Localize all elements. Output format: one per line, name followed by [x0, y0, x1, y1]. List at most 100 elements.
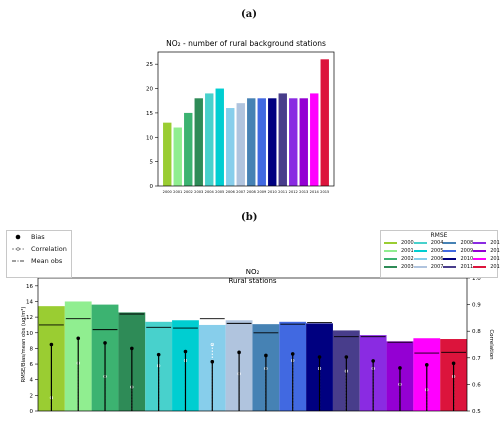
station-count-bar — [320, 59, 329, 186]
y-tick-label: 0 — [30, 409, 34, 415]
x-tick-label: 2006 — [226, 190, 236, 194]
station-count-bar — [194, 98, 203, 186]
rmse-legend-label: 2003 — [401, 264, 414, 270]
rmse-legend-label: 2005 — [430, 248, 444, 254]
open-circle-glyph — [16, 247, 20, 251]
y-tick-label: 10 — [146, 135, 153, 141]
legend-entry-mean-obs: Mean obs — [7, 255, 71, 267]
y-tick-label: 10 — [26, 331, 33, 337]
rmse-legend-entry: 2006 — [413, 255, 443, 263]
y-tick-label: 25 — [146, 62, 153, 68]
panel-label-a: (a) — [241, 9, 257, 20]
legend-label: Bias — [31, 233, 45, 241]
x-tick-label: 2008 — [247, 190, 257, 194]
rmse-legend-label: 2010 — [460, 256, 474, 262]
color-swatch — [443, 266, 457, 268]
station-count-bar — [289, 98, 298, 186]
x-tick-label: 2009 — [257, 190, 267, 194]
rmse-legend-entry: 2015 — [473, 263, 500, 271]
color-swatch — [443, 242, 457, 244]
x-tick-label: 2011 — [278, 190, 287, 194]
y-tick-label: 14 — [26, 299, 33, 305]
y2-tick-label: 0.8 — [472, 329, 481, 335]
rmse-legend-entry: 2004 — [413, 239, 443, 247]
rmse-legend-label: 2014 — [490, 256, 500, 262]
rmse-legend-entry: 2012 — [473, 239, 500, 247]
rmse-legend-label: 2001 — [401, 248, 414, 254]
y-tick-label: 8 — [30, 346, 34, 352]
y2-tick-label: 1.0 — [472, 276, 481, 282]
bias-marker — [290, 352, 295, 356]
dot-marker-icon — [15, 234, 21, 240]
rmse-legend-label: 2015 — [490, 264, 500, 270]
color-swatch — [473, 242, 487, 244]
color-swatch — [443, 250, 457, 252]
bias-marker — [317, 355, 322, 359]
correlation-marker — [210, 342, 214, 347]
rmse-legend-entry: 2014 — [473, 255, 500, 263]
station-count-bar — [184, 112, 193, 186]
station-count-bar — [299, 98, 308, 186]
bias-marker — [371, 359, 375, 363]
bias-marker — [156, 352, 161, 357]
station-count-bar — [268, 98, 277, 186]
bias-marker — [183, 349, 188, 354]
chart-b-subtitle: Rural stations — [228, 277, 276, 285]
y-tick-label: 15 — [146, 111, 153, 117]
y2-tick-label: 0.9 — [472, 303, 481, 309]
rmse-legend-label: 2012 — [490, 240, 500, 246]
x-tick-label: 2004 — [205, 190, 215, 194]
rmse-legend-title: RMSE — [430, 232, 448, 239]
y-tick-label: 2 — [30, 393, 34, 399]
rmse-legend-entry: 2003 — [384, 263, 414, 271]
station-count-bar — [173, 127, 182, 186]
x-tick-label: 2001 — [173, 190, 182, 194]
color-swatch — [473, 266, 487, 268]
x-tick-label: 2007 — [236, 190, 245, 194]
rmse-legend-label: 2000 — [401, 240, 414, 246]
stations-bar-chart: NO₂ - number of rural background station… — [146, 39, 335, 194]
markers-legend: Bias Correlation Mean obs — [6, 230, 72, 278]
station-count-bar — [205, 93, 214, 186]
rmse-legend-entry: 2007 — [413, 263, 444, 271]
station-count-bar — [163, 122, 172, 186]
dot-glyph — [15, 234, 21, 240]
rmse-legend-entry: 2013 — [473, 247, 500, 255]
station-count-bar — [215, 88, 224, 186]
x-tick-label: 2010 — [268, 190, 278, 194]
color-swatch — [384, 242, 397, 244]
legend-label: Mean obs — [31, 257, 63, 265]
bias-marker — [264, 353, 268, 358]
rmse-legend-entry: 2008 — [443, 239, 473, 247]
dashdot-marker-icon — [12, 260, 24, 262]
bias-marker — [49, 342, 54, 347]
panel-label-b: (b) — [241, 212, 258, 223]
color-swatch — [384, 266, 397, 268]
chart-b-frame — [37, 277, 468, 412]
y-tick-label: 16 — [26, 284, 33, 290]
y-tick-label: 20 — [146, 87, 153, 93]
y-tick-label: 12 — [26, 315, 33, 321]
color-swatch — [413, 266, 427, 268]
color-swatch — [443, 258, 457, 260]
color-swatch — [413, 242, 427, 244]
bias-marker — [344, 355, 349, 359]
chart-a-title: NO₂ - number of rural background station… — [166, 39, 326, 48]
x-tick-label: 2002 — [184, 190, 193, 194]
rmse-legend-label: 2013 — [490, 248, 500, 254]
bias-marker — [424, 363, 429, 367]
y-tick-label: 4 — [30, 378, 34, 384]
station-count-bar — [236, 103, 245, 186]
rmse-legend-label: 2007 — [430, 264, 444, 270]
x-tick-label: 2000 — [163, 190, 173, 194]
y2-tick-label: 0.5 — [472, 409, 481, 415]
color-swatch — [384, 250, 397, 252]
color-swatch — [473, 250, 487, 252]
rmse-legend-entry: 2011 — [443, 263, 473, 271]
y2-tick-label: 0.7 — [472, 356, 481, 362]
station-count-bar — [226, 108, 235, 186]
x-tick-label: 2003 — [194, 190, 203, 194]
bias-marker — [76, 336, 81, 341]
color-swatch — [413, 258, 427, 260]
